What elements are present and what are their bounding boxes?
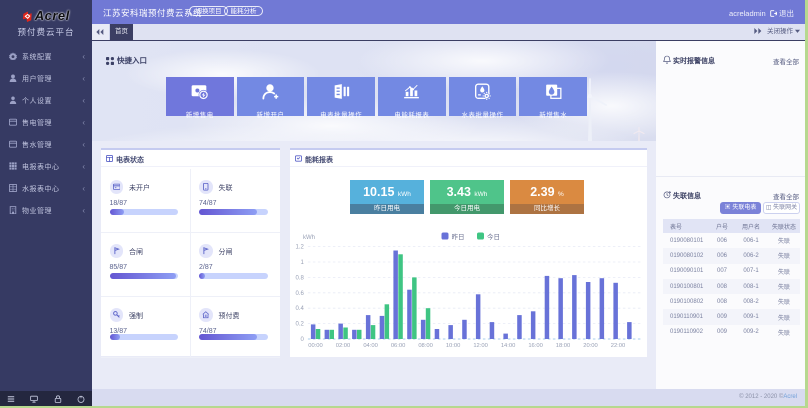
svg-text:18:00: 18:00: [556, 343, 571, 349]
svg-text:1.2: 1.2: [296, 245, 305, 251]
svg-text:今日: 今日: [487, 232, 500, 241]
svg-text:10:00: 10:00: [446, 343, 461, 349]
svg-text:0: 0: [301, 337, 305, 343]
svg-text:0.8: 0.8: [296, 275, 305, 281]
svg-text:00:00: 00:00: [308, 343, 323, 349]
svg-text:20:00: 20:00: [583, 343, 598, 349]
svg-text:0.6: 0.6: [296, 291, 305, 297]
svg-text:16:00: 16:00: [528, 343, 543, 349]
svg-text:昨日: 昨日: [452, 232, 465, 241]
svg-text:22:00: 22:00: [611, 343, 626, 349]
svg-text:06:00: 06:00: [391, 343, 406, 349]
svg-text:14:00: 14:00: [501, 343, 516, 349]
svg-text:02:00: 02:00: [336, 343, 351, 349]
svg-text:0.2: 0.2: [296, 322, 305, 328]
svg-text:0.4: 0.4: [296, 306, 305, 312]
svg-text:12:00: 12:00: [473, 343, 488, 349]
svg-text:kWh: kWh: [303, 235, 315, 241]
svg-text:04:00: 04:00: [363, 343, 378, 349]
svg-text:08:00: 08:00: [418, 343, 433, 349]
svg-text:1: 1: [301, 260, 305, 266]
